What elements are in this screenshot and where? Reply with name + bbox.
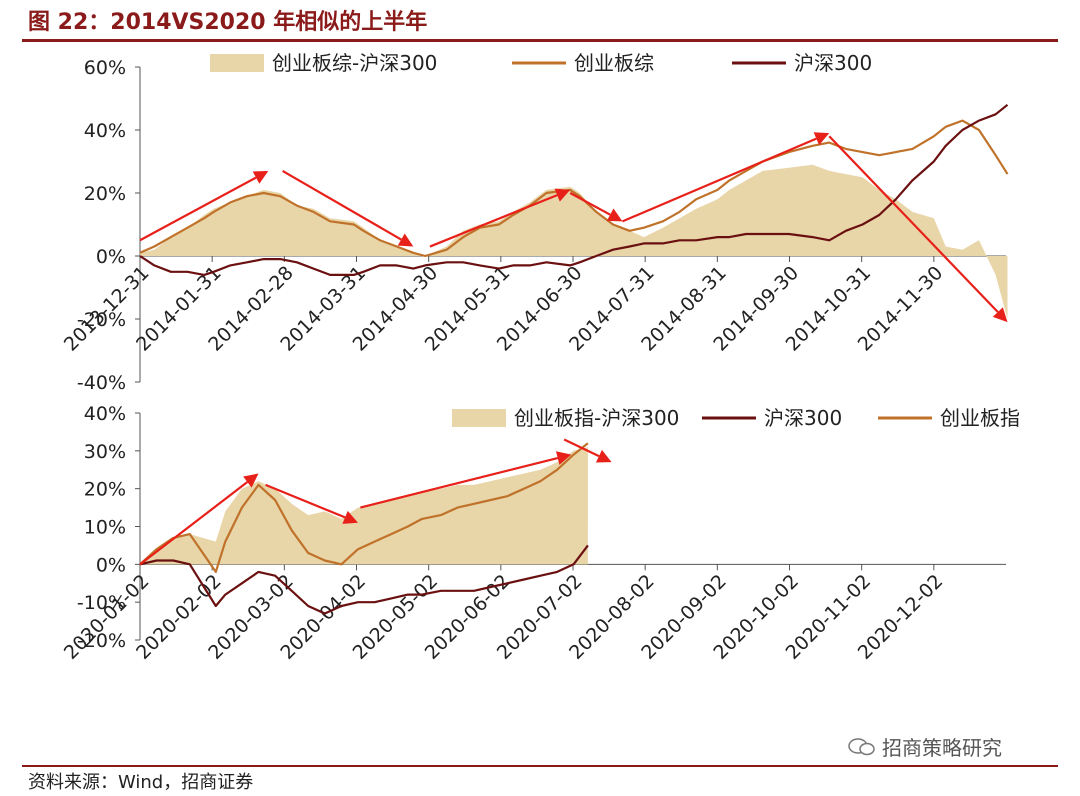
trend-arrow-head <box>555 451 572 465</box>
trend-arrow-line <box>139 176 257 242</box>
trend-arrow-line <box>282 169 402 241</box>
series-line <box>139 119 1009 258</box>
trend-arrow-line <box>139 481 249 566</box>
trend-arrow-head <box>606 208 623 222</box>
series-area <box>140 447 588 565</box>
trend-arrow-line <box>622 137 817 223</box>
trend-arrow-line <box>265 483 346 519</box>
series-area <box>140 164 1008 319</box>
legend-label: 创业板综 <box>574 51 654 75</box>
trend-arrows <box>139 132 1008 566</box>
trend-arrow-head <box>397 233 414 247</box>
legend-swatch <box>452 409 506 427</box>
trend-arrow-head <box>992 307 1008 323</box>
legend-label: 创业板指 <box>940 406 1020 430</box>
y-tick-label: 40% <box>84 120 126 142</box>
series-line <box>139 442 589 573</box>
y-tick-label: 0% <box>96 246 126 268</box>
legend-swatch <box>210 54 264 72</box>
watermark: 招商策略研究 <box>848 732 1002 761</box>
y-tick-label: 40% <box>84 403 126 425</box>
trend-arrow-head <box>813 132 830 146</box>
series-line <box>139 544 589 615</box>
y-tick-label: -20% <box>77 309 126 331</box>
y-tick-label: 10% <box>84 517 126 539</box>
trend-arrow-head <box>554 188 571 202</box>
source-text: 资料来源：Wind，招商证券 <box>28 772 254 793</box>
trend-arrow-head <box>342 510 359 524</box>
legend-label: 创业板综-沪深300 <box>272 51 437 75</box>
series-line <box>139 103 1009 276</box>
trend-arrow-head <box>243 473 259 488</box>
title-rule <box>22 39 1058 42</box>
y-tick-label: -40% <box>77 372 126 394</box>
trend-arrow-line <box>563 438 600 458</box>
y-tick-label: 60% <box>84 57 126 79</box>
watermark-text: 招商策略研究 <box>882 736 1002 760</box>
trend-arrow-head <box>252 170 269 184</box>
y-tick-label: 20% <box>84 183 126 205</box>
chart-2020: 40%30%20%10%0%-10%-20%2020-01-022020-02-… <box>60 403 1020 664</box>
trend-arrow-line <box>569 192 611 216</box>
y-tick-label: -10% <box>77 592 126 614</box>
trend-arrow-line <box>360 456 558 509</box>
chart-2014: 60%40%20%0%-20%-40%2013-12-312014-01-312… <box>60 51 1009 394</box>
source-rule <box>22 765 1058 767</box>
y-tick-label: 20% <box>84 479 126 501</box>
figure-title: 图 22：2014VS2020 年相似的上半年 <box>28 10 428 35</box>
y-tick-label: 0% <box>96 554 126 576</box>
trend-arrow-head <box>595 449 612 463</box>
legend-label: 沪深300 <box>764 406 842 430</box>
y-tick-label: 30% <box>84 441 126 463</box>
trend-arrow-line <box>429 194 558 248</box>
wechat-icon <box>848 737 875 755</box>
legend-label: 创业板指-沪深300 <box>514 406 679 430</box>
y-tick-label: -20% <box>77 630 126 652</box>
legend-label: 沪深300 <box>794 51 872 75</box>
trend-arrow-line <box>828 135 999 313</box>
